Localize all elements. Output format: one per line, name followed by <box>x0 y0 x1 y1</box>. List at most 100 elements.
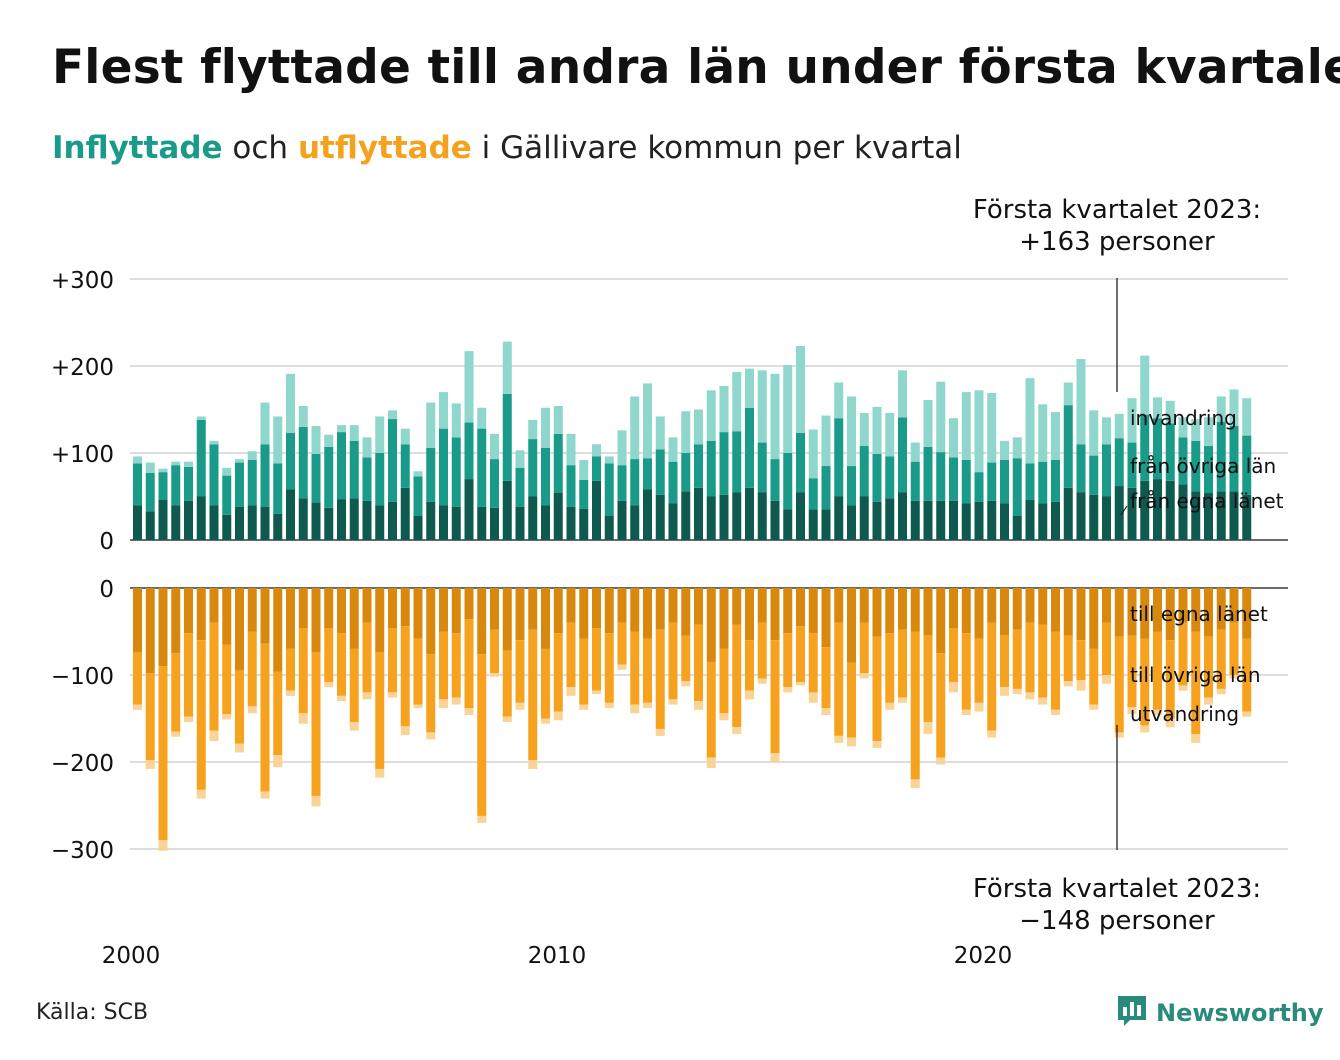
inflow-bar-invandring <box>222 467 232 476</box>
inflow-bar-egna <box>706 496 716 540</box>
inflow-bar-egna <box>1076 492 1086 540</box>
inflow-bar-invandring <box>796 345 805 433</box>
inflow-bar-ovriga <box>1216 421 1226 492</box>
outflow-bar-utvandring <box>847 737 856 747</box>
outflow-bar-utvandring <box>834 735 844 743</box>
outflow-bar-egna <box>388 588 397 629</box>
outflow-bar-utvandring <box>451 697 461 705</box>
inflow-bar-ovriga <box>1229 426 1239 492</box>
inflow-bar-egna <box>681 491 691 540</box>
inflow-bar-ovriga <box>796 432 805 493</box>
outflow-bar-utvandring <box>1000 687 1009 696</box>
inflow-bar-ovriga <box>388 419 397 502</box>
outflow-bar-utvandring <box>502 716 512 722</box>
inflow-bar-egna <box>1000 503 1009 540</box>
inflow-bar-invandring <box>987 392 997 463</box>
outflow-bar-utvandring <box>247 706 257 714</box>
inflow-bar-egna <box>796 492 805 540</box>
inflow-bar-ovriga <box>133 463 142 506</box>
inflow-bar-invandring <box>745 368 754 408</box>
outflow-series-label: utvandring <box>1130 702 1239 726</box>
inflow-bar-egna <box>630 505 640 540</box>
outflow-bar-utvandring <box>1216 688 1226 695</box>
outflow-bar-ovriga <box>1114 636 1124 733</box>
outflow-bar-egna <box>439 588 448 632</box>
inflow-bar-ovriga <box>770 459 780 501</box>
inflow-bar-invandring <box>413 471 423 477</box>
inflow-bar-ovriga <box>949 457 958 501</box>
outflow-bar-ovriga <box>1165 640 1175 719</box>
outflow-bar-utvandring <box>821 708 831 716</box>
outflow-bar-ovriga <box>1000 634 1009 688</box>
inflow-bar-egna <box>247 505 257 540</box>
inflow-bar-ovriga <box>859 446 869 497</box>
outflow-bar-utvandring <box>681 681 691 687</box>
inflow-bar-ovriga <box>1063 405 1073 488</box>
outflow-bar-egna <box>1051 588 1060 632</box>
outflow-bar-egna <box>145 588 155 674</box>
outflow-bar-ovriga <box>668 622 678 700</box>
outflow-bar-egna <box>655 588 665 630</box>
outflow-bar-ovriga <box>1140 638 1150 726</box>
inflow-bar-egna <box>515 506 525 540</box>
outflow-bar-egna <box>1140 588 1150 639</box>
inflow-bar-egna <box>209 505 219 540</box>
outflow-bar-utvandring <box>592 690 601 695</box>
inflow-bar-egna <box>426 501 436 540</box>
inflow-bar-egna <box>898 492 907 540</box>
outflow-bar-egna <box>592 588 601 629</box>
inflow-bar-egna <box>477 506 487 540</box>
inflow-bar-ovriga <box>324 446 334 508</box>
outflow-bar-ovriga <box>949 628 958 682</box>
outflow-bar-utvandring <box>158 840 168 851</box>
outflow-bar-utvandring <box>553 711 563 721</box>
outflow-bar-egna <box>426 588 436 655</box>
inflow-bar-egna <box>145 511 155 540</box>
outflow-bar-egna <box>171 588 181 654</box>
outflow-bar-utvandring <box>961 709 971 716</box>
inflow-bar-ovriga <box>1012 458 1022 516</box>
outflow-bar-utvandring <box>770 753 780 762</box>
outflow-bar-utvandring <box>439 699 448 709</box>
outflow-bar-ovriga <box>337 633 346 696</box>
outflow-bar-ovriga <box>566 622 576 688</box>
inflow-bar-ovriga <box>808 478 818 510</box>
outflow-bar-egna <box>681 588 691 636</box>
newsworthy-logo[interactable]: Newsworthy <box>1116 994 1324 1032</box>
inflow-bar-egna <box>987 500 997 540</box>
inflow-bar-egna <box>158 499 168 540</box>
inflow-bar-ovriga <box>834 418 844 497</box>
outflow-bar-ovriga <box>821 647 831 709</box>
inflow-bar-ovriga <box>1165 423 1175 481</box>
inflow-bar-egna <box>222 514 232 540</box>
outflow-bar-ovriga <box>604 633 614 703</box>
outflow-bar-ovriga <box>222 644 232 715</box>
outflow-bar-egna <box>362 588 372 623</box>
outflow-bar-utvandring <box>1178 685 1188 691</box>
inflow-bar-invandring <box>400 428 410 445</box>
inflow-bar-invandring <box>566 433 576 466</box>
inflow-bar-invandring <box>630 396 640 460</box>
outflow-bar-utvandring <box>706 757 716 769</box>
outflow-bar-egna <box>541 588 550 649</box>
inflow-bar-invandring <box>783 365 793 453</box>
inflow-bar-ovriga <box>604 463 614 516</box>
outflow-bar-utvandring <box>668 699 678 705</box>
inflow-bar-ovriga <box>1025 463 1035 500</box>
inflow-bar-ovriga <box>1038 461 1048 504</box>
inflow-bar-ovriga <box>541 447 550 506</box>
inflow-bar-ovriga <box>706 440 716 497</box>
outflow-bar-ovriga <box>1191 631 1201 735</box>
inflow-bar-ovriga <box>694 444 703 488</box>
inflow-bar-invandring <box>1025 378 1035 464</box>
outflow-bar-utvandring <box>222 714 232 720</box>
inflow-bar-ovriga <box>400 444 410 488</box>
inflow-bar-invandring <box>949 418 958 458</box>
outflow-bar-ovriga <box>400 626 410 727</box>
outflow-bar-utvandring <box>1191 734 1201 743</box>
outflow-bar-ovriga <box>847 662 856 738</box>
inflow-bar-invandring <box>681 411 691 453</box>
outflow-bar-utvandring <box>477 815 487 823</box>
inflow-bar-egna <box>324 507 334 540</box>
outflow-bar-utvandring <box>872 741 882 749</box>
